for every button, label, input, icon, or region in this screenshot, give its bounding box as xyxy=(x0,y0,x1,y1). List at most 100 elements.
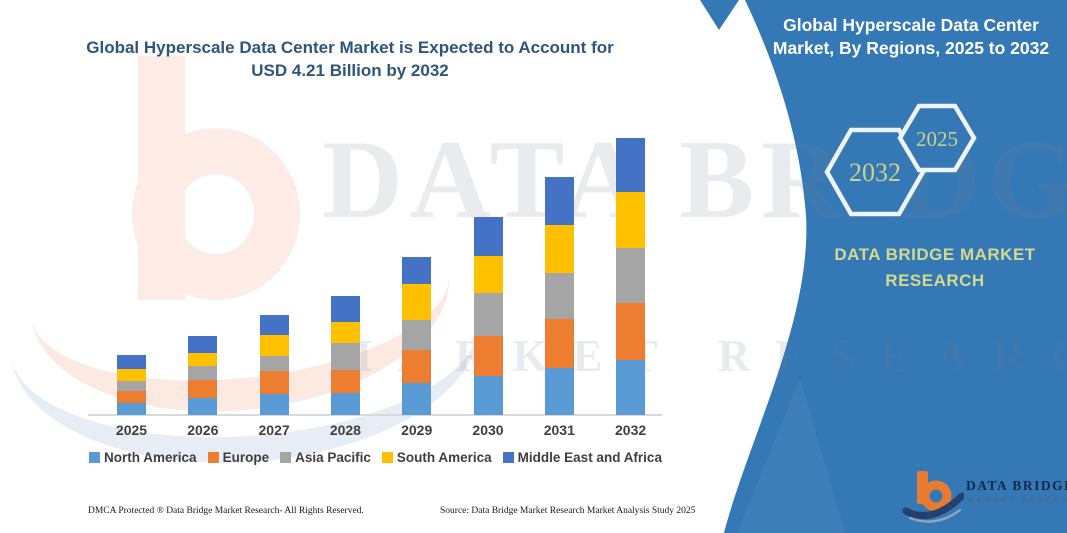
bar-segment-asia-pacific xyxy=(259,356,289,371)
bar-segment-europe xyxy=(330,370,360,393)
bar-chart: North America Europe Asia Pacific South Ame… xyxy=(88,130,663,490)
bar-segment-middle-east-and-africa xyxy=(117,355,146,369)
panel-brand-text: DATA BRIDGE MARKET RESEARCH xyxy=(790,242,1067,294)
panel-brand-line1: DATA BRIDGE MARKET xyxy=(834,245,1036,264)
x-axis-label-2028: 2028 xyxy=(329,422,361,438)
hexagon-2025 xyxy=(897,103,977,173)
bar-segment-south-america xyxy=(117,369,146,381)
legend-item-north-america: North America xyxy=(89,450,197,465)
legend-label-north-america: North America xyxy=(104,450,197,465)
bar-segment-middle-east-and-africa xyxy=(188,336,218,353)
bar-2030 xyxy=(473,217,503,415)
bar-2029 xyxy=(402,257,432,415)
panel-inner-shade xyxy=(737,378,845,533)
x-axis-line xyxy=(88,414,662,416)
bar-segment-north-america xyxy=(544,368,574,415)
bar-segment-south-america xyxy=(473,256,503,293)
bar-segment-north-america xyxy=(402,383,432,415)
bar-segment-asia-pacific xyxy=(616,248,646,303)
bar-2027 xyxy=(259,315,289,415)
x-axis-label-2025: 2025 xyxy=(115,422,148,438)
legend-item-middle-east-and-africa: Middle East and Africa xyxy=(502,450,662,465)
x-axis-label-2031: 2031 xyxy=(543,422,575,438)
bar-segment-north-america xyxy=(330,393,360,415)
main-title: Global Hyperscale Data Center Market is … xyxy=(85,36,615,82)
legend-label-middle-east-and-africa: Middle East and Africa xyxy=(517,450,662,465)
bar-segment-asia-pacific xyxy=(544,273,574,319)
bar-segment-north-america xyxy=(616,360,646,415)
bar-segment-south-america xyxy=(616,192,646,248)
logo-tagline-text: MARKET RESEARCH xyxy=(968,497,1067,504)
bar-segment-europe xyxy=(259,371,289,394)
x-axis-label-2026: 2026 xyxy=(187,422,219,438)
logo-brand-text: DATA BRIDGE xyxy=(966,478,1067,493)
bar-segment-europe xyxy=(188,380,218,398)
side-panel-title-line1: Global Hyperscale Data Center xyxy=(783,15,1039,35)
hexagon-2025-label: 2025 xyxy=(916,127,958,151)
watermark-text-secondary: MARKET RESEARCH xyxy=(330,331,1067,381)
legend-swatch-north-america xyxy=(89,452,101,463)
bar-segment-europe xyxy=(544,319,574,368)
bar-segment-south-america xyxy=(330,322,360,343)
main-title-line1: Global Hyperscale Data Center Market is … xyxy=(86,38,614,57)
bar-segment-europe xyxy=(402,350,432,383)
brand-logo: DATA BRIDGE MARKET RESEARCH xyxy=(902,466,1067,528)
logo-b-icon xyxy=(902,471,966,523)
legend-swatch-middle-east-and-africa xyxy=(502,452,514,463)
bar-segment-europe xyxy=(117,391,146,403)
bar-segment-asia-pacific xyxy=(117,381,146,391)
legend-swatch-europe xyxy=(207,452,219,463)
bar-segment-europe xyxy=(616,303,646,360)
hexagon-2032-label: 2032 xyxy=(849,158,901,187)
bar-2028 xyxy=(330,296,360,415)
bar-segment-south-america xyxy=(544,225,574,273)
legend-item-south-america: South America xyxy=(381,450,492,465)
legend-label-europe: Europe xyxy=(222,450,270,465)
bar-segment-asia-pacific xyxy=(473,293,503,336)
footer-source-text: Source: Data Bridge Market Research Mark… xyxy=(440,506,696,516)
bar-segment-asia-pacific xyxy=(188,366,218,380)
bar-segment-middle-east-and-africa xyxy=(616,138,646,192)
bar-segment-middle-east-and-africa xyxy=(259,315,289,335)
legend-item-asia-pacific: Asia Pacific xyxy=(280,450,371,465)
bar-segment-middle-east-and-africa xyxy=(544,177,574,225)
bar-segment-south-america xyxy=(259,335,289,356)
bar-segment-north-america xyxy=(188,398,218,415)
side-panel-title-line2: Market, By Regions, 2025 to 2032 xyxy=(772,38,1050,58)
bar-segment-middle-east-and-africa xyxy=(330,296,360,322)
main-title-line2: USD 4.21 Billion by 2032 xyxy=(251,61,449,80)
bar-segment-europe xyxy=(473,336,503,376)
legend: North America Europe Asia Pacific South Ame… xyxy=(88,450,663,465)
bar-segment-middle-east-and-africa xyxy=(402,257,432,284)
footer-dmca-text: DMCA Protected ® Data Bridge Market Rese… xyxy=(88,506,364,516)
x-axis-label-2030: 2030 xyxy=(472,422,504,438)
x-axis-label-2027: 2027 xyxy=(258,422,290,438)
panel-brand-line2: RESEARCH xyxy=(885,271,985,290)
bar-2032 xyxy=(616,138,646,415)
bar-segment-north-america xyxy=(473,376,503,415)
legend-item-europe: Europe xyxy=(207,450,270,465)
side-panel-title: Global Hyperscale Data Center Market, By… xyxy=(758,14,1064,60)
bar-segment-asia-pacific xyxy=(402,320,432,350)
bar-segment-middle-east-and-africa xyxy=(473,217,503,256)
bar-2031 xyxy=(544,177,574,415)
background-logo-watermark xyxy=(0,0,500,479)
bar-2025 xyxy=(117,355,146,415)
hexagon-2032 xyxy=(824,127,926,217)
bar-segment-south-america xyxy=(402,284,432,320)
panel-shape xyxy=(724,0,1067,533)
x-axis-label-2032: 2032 xyxy=(615,422,647,438)
bar-segment-north-america xyxy=(117,403,146,415)
legend-swatch-south-america xyxy=(381,452,393,463)
legend-label-south-america: South America xyxy=(396,450,492,465)
panel-notch xyxy=(700,0,739,30)
legend-swatch-asia-pacific xyxy=(280,452,292,463)
bar-segment-asia-pacific xyxy=(330,343,360,370)
x-axis-label-2029: 2029 xyxy=(401,422,433,438)
bar-segment-north-america xyxy=(259,394,289,415)
bar-segment-south-america xyxy=(188,353,218,366)
bar-2026 xyxy=(188,336,218,415)
legend-label-asia-pacific: Asia Pacific xyxy=(295,450,371,465)
